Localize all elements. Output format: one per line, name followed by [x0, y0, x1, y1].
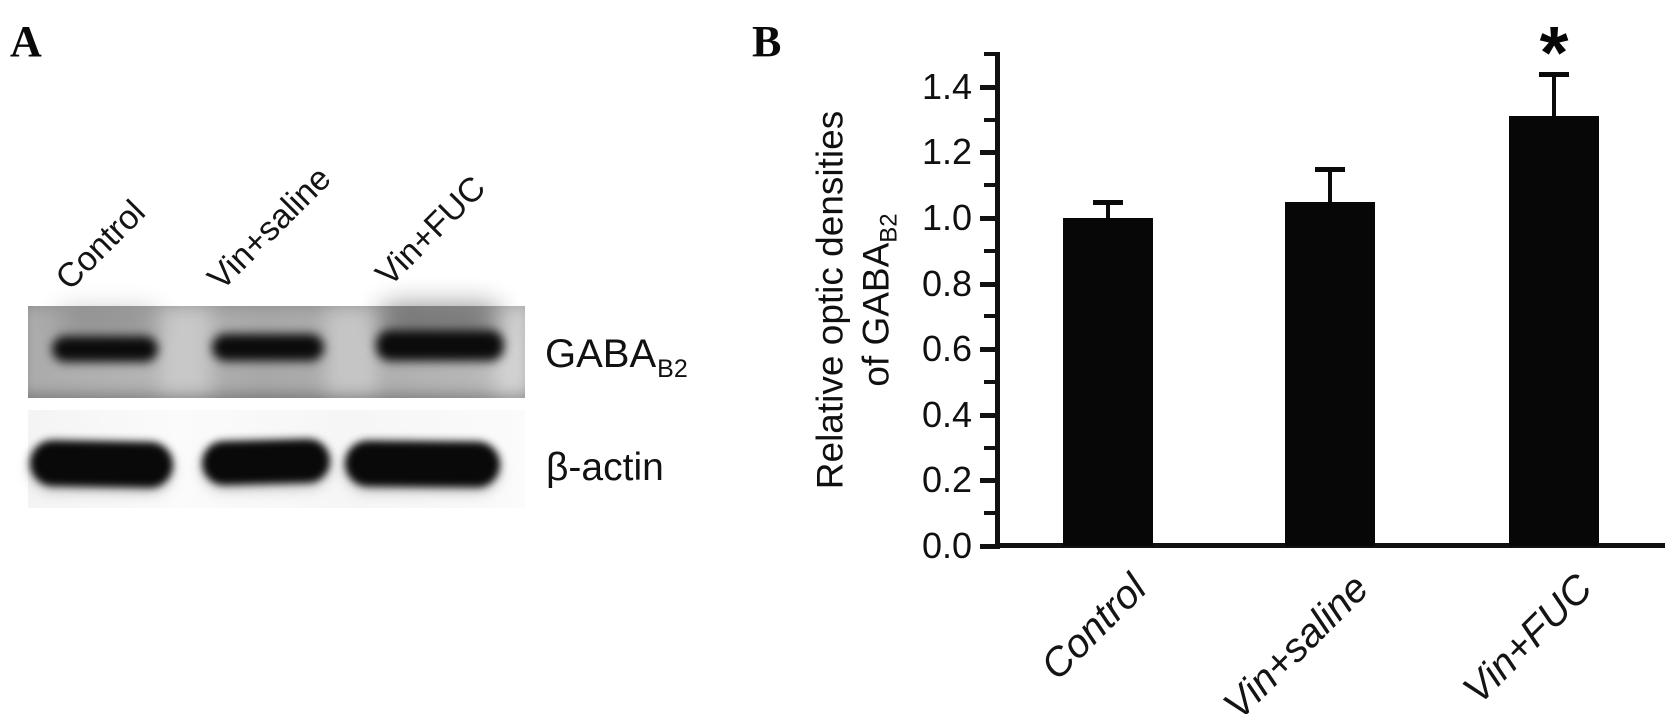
error-bar-stem — [1328, 168, 1332, 202]
gaba-b2-band-lane1 — [52, 336, 158, 362]
x-category-label: Control — [1032, 566, 1156, 689]
bar-vin-saline — [1285, 201, 1375, 546]
y-tick-label: 0.6 — [921, 328, 972, 370]
bar-vin-fuc — [1509, 116, 1599, 546]
y-tick-minor — [984, 52, 995, 56]
error-bar-stem — [1552, 73, 1556, 117]
y-tick-minor — [984, 117, 995, 122]
error-bar-cap — [1315, 166, 1345, 172]
y-tick-label: 0.2 — [921, 459, 972, 501]
lane-gap-streak — [160, 306, 212, 398]
y-tick-minor — [984, 183, 995, 188]
lane-gap-streak — [325, 306, 377, 398]
x-category-label: Vin+FUC — [1454, 566, 1602, 713]
y-tick-major — [980, 347, 995, 353]
y-tick-minor — [984, 511, 995, 516]
gaba-b2-blot-image — [28, 304, 525, 398]
beta-actin-blot-image — [28, 410, 525, 508]
gaba-b2-label-text: GABA — [545, 332, 657, 376]
error-bar-cap — [1539, 71, 1569, 77]
y-tick-minor — [984, 445, 995, 450]
y-tick-minor — [984, 380, 995, 384]
bar-control — [1063, 218, 1153, 546]
gaba-b2-band-lane2 — [212, 334, 324, 361]
x-category-label: Vin+saline — [1215, 566, 1378, 714]
gaba-b2-blot-label: GABAB2 — [545, 332, 688, 383]
y-tick-major — [980, 216, 995, 221]
y-tick-label: 1.0 — [921, 197, 972, 238]
blot-smudge — [58, 310, 158, 334]
y-tick-label: 0.4 — [921, 393, 972, 435]
y-tick-label: 1.4 — [921, 65, 972, 107]
y-tick-major — [980, 281, 995, 287]
gaba-b2-label-subscript: B2 — [657, 355, 688, 383]
significance-asterisk: * — [1539, 11, 1569, 94]
y-tick-label: 0.0 — [921, 525, 972, 566]
error-bar-cap — [1093, 199, 1123, 205]
panel-b-label: B — [752, 17, 782, 66]
y-tick-label: 0.8 — [921, 262, 972, 304]
y-tick-major — [980, 84, 995, 90]
y-tick-minor — [984, 248, 995, 253]
gaba-b2-band-lane3 — [376, 330, 504, 361]
y-tick-major — [980, 544, 995, 549]
y-tick-major — [980, 412, 995, 418]
error-bar-stem — [1106, 201, 1110, 218]
panel-a-label: A — [10, 17, 42, 66]
blot-smudge — [380, 304, 500, 334]
beta-actin-blot-label: β-actin — [546, 446, 664, 489]
y-tick-minor — [984, 314, 995, 319]
y-axis-line — [995, 52, 1000, 549]
y-tick-major — [980, 150, 995, 156]
y-tick-label: 1.2 — [921, 131, 972, 173]
y-tick-major — [980, 478, 995, 484]
